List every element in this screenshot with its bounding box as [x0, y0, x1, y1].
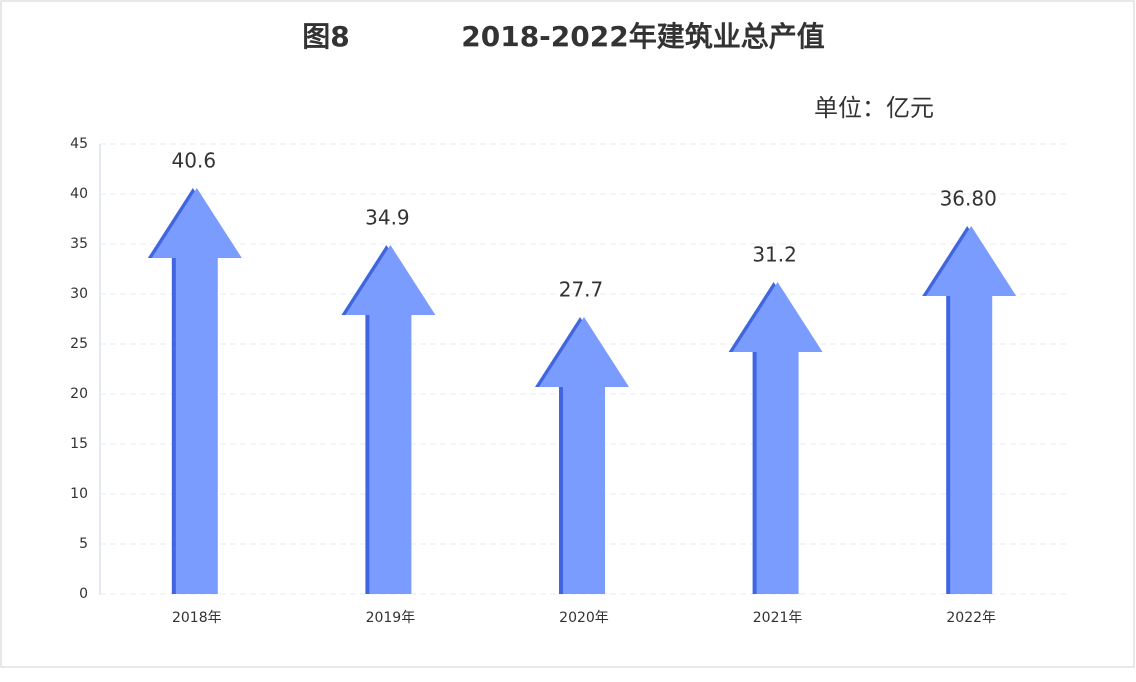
y-tick-label: 35	[70, 236, 88, 252]
y-tick-label: 30	[70, 286, 88, 302]
y-tick-label: 45	[70, 136, 88, 152]
arrow	[732, 282, 823, 594]
data-label: 27.7	[559, 278, 604, 302]
y-tick-label: 0	[79, 586, 88, 602]
arrow	[926, 226, 1017, 594]
unit-label: 单位：亿元	[814, 94, 934, 122]
figure-label: 图8	[302, 20, 349, 53]
y-tick-label: 5	[79, 536, 88, 552]
x-tick-label: 2021年	[753, 610, 803, 626]
x-tick-label: 2019年	[366, 610, 416, 626]
data-label: 34.9	[365, 206, 410, 230]
x-tick-label: 2018年	[172, 610, 222, 626]
arrow	[345, 245, 436, 594]
arrow	[539, 317, 629, 594]
data-label: 36.80	[940, 187, 997, 211]
y-tick-label: 25	[70, 336, 88, 352]
x-tick-label: 2020年	[559, 610, 609, 626]
y-tick-label: 10	[70, 486, 88, 502]
y-tick-label: 15	[70, 436, 88, 452]
y-tick-label: 40	[70, 186, 88, 202]
arrow	[151, 188, 242, 594]
chart-title: 2018-2022年建筑业总产值	[461, 20, 824, 53]
data-label: 40.6	[172, 149, 217, 173]
data-label: 31.2	[752, 243, 797, 267]
y-tick-label: 20	[70, 386, 88, 402]
x-tick-label: 2022年	[946, 610, 996, 626]
